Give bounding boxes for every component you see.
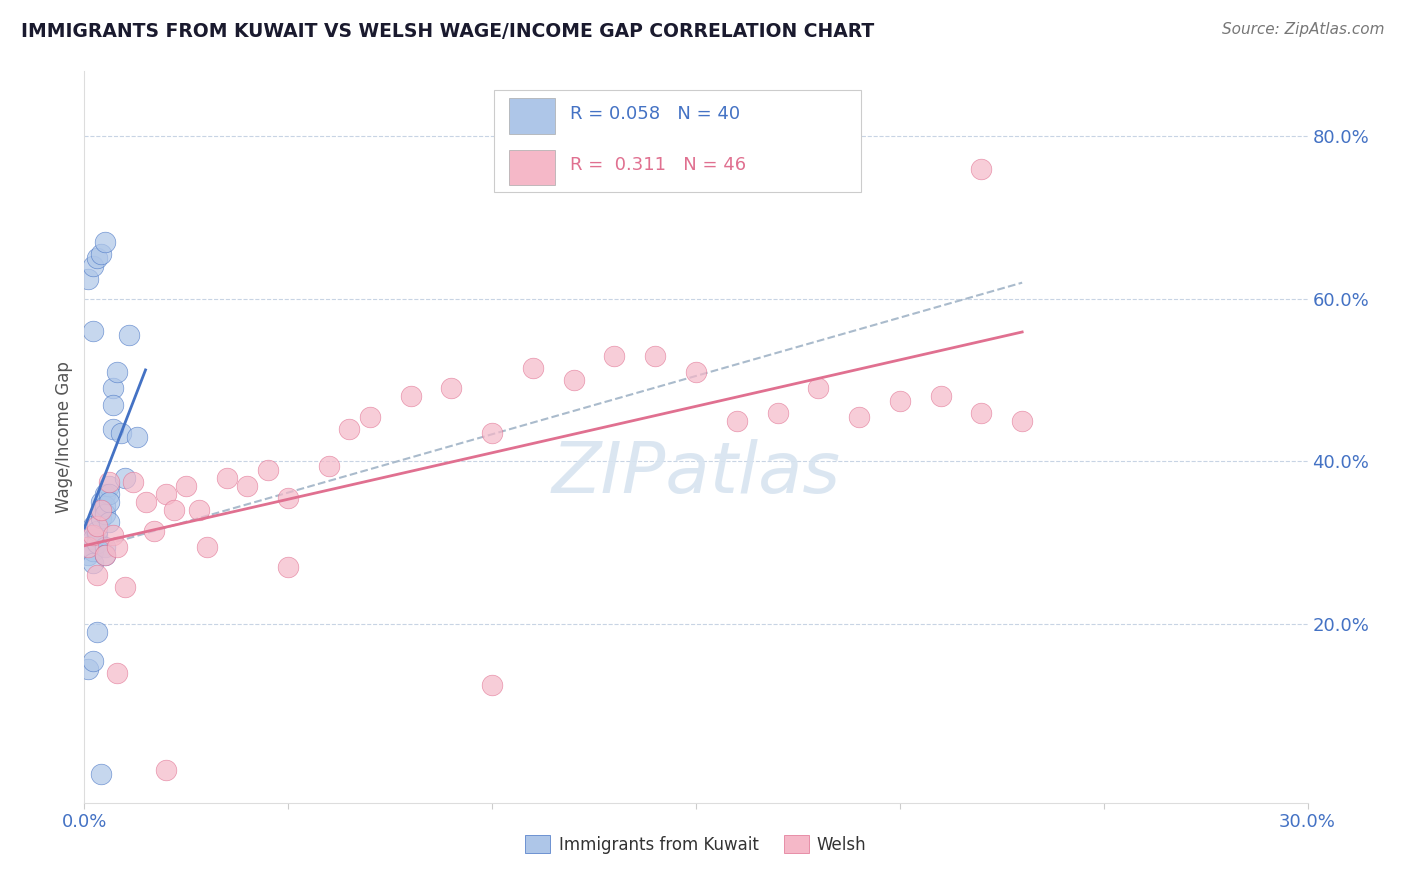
Point bbox=[217, 471, 239, 485]
Point bbox=[93, 235, 115, 249]
Point bbox=[93, 487, 115, 501]
Point bbox=[105, 365, 128, 379]
Point bbox=[86, 252, 108, 266]
Legend: Immigrants from Kuwait, Welsh: Immigrants from Kuwait, Welsh bbox=[519, 829, 873, 860]
Point bbox=[77, 540, 100, 554]
Text: R =  0.311   N = 46: R = 0.311 N = 46 bbox=[569, 156, 747, 174]
Point bbox=[481, 678, 503, 692]
Point bbox=[644, 349, 666, 363]
Point bbox=[82, 260, 104, 274]
Point bbox=[127, 430, 149, 444]
Point bbox=[82, 532, 104, 546]
Point bbox=[187, 503, 209, 517]
Point bbox=[195, 540, 218, 554]
Point bbox=[101, 381, 124, 395]
Point bbox=[90, 503, 112, 517]
Point bbox=[118, 328, 141, 343]
Point bbox=[481, 425, 503, 440]
Point bbox=[163, 503, 186, 517]
Point bbox=[82, 519, 104, 533]
Point bbox=[766, 406, 789, 420]
Text: IMMIGRANTS FROM KUWAIT VS WELSH WAGE/INCOME GAP CORRELATION CHART: IMMIGRANTS FROM KUWAIT VS WELSH WAGE/INC… bbox=[21, 22, 875, 41]
Point bbox=[522, 361, 544, 376]
Point bbox=[155, 764, 177, 778]
Point bbox=[82, 544, 104, 558]
Point bbox=[97, 516, 120, 530]
Point bbox=[97, 487, 120, 501]
Point bbox=[848, 409, 870, 424]
Point bbox=[105, 540, 128, 554]
Point bbox=[114, 471, 136, 485]
Point bbox=[93, 548, 115, 562]
Point bbox=[1011, 414, 1033, 428]
FancyBboxPatch shape bbox=[494, 90, 860, 192]
Point bbox=[105, 665, 128, 680]
Point bbox=[97, 479, 120, 493]
Point bbox=[110, 425, 132, 440]
Point bbox=[93, 499, 115, 513]
Point bbox=[90, 511, 112, 525]
FancyBboxPatch shape bbox=[509, 98, 555, 134]
Point bbox=[101, 422, 124, 436]
Point bbox=[97, 495, 120, 509]
Point bbox=[725, 414, 748, 428]
Point bbox=[93, 508, 115, 522]
Point bbox=[929, 389, 952, 403]
Point bbox=[807, 381, 830, 395]
Point bbox=[114, 581, 136, 595]
Point bbox=[440, 381, 463, 395]
Point bbox=[277, 560, 299, 574]
Point bbox=[135, 495, 157, 509]
Point bbox=[90, 503, 112, 517]
Y-axis label: Wage/Income Gap: Wage/Income Gap bbox=[55, 361, 73, 513]
Point bbox=[86, 527, 108, 541]
Point bbox=[82, 654, 104, 668]
Point bbox=[90, 247, 112, 261]
Point bbox=[82, 556, 104, 570]
Point bbox=[77, 540, 100, 554]
Point bbox=[399, 389, 422, 403]
Point bbox=[236, 479, 259, 493]
Point bbox=[86, 625, 108, 640]
Point bbox=[86, 519, 108, 533]
Point bbox=[257, 462, 280, 476]
Text: ZIPatlas: ZIPatlas bbox=[551, 439, 841, 508]
Text: R = 0.058   N = 40: R = 0.058 N = 40 bbox=[569, 104, 740, 123]
Point bbox=[603, 349, 626, 363]
Point bbox=[685, 365, 707, 379]
Point bbox=[155, 487, 177, 501]
Text: Source: ZipAtlas.com: Source: ZipAtlas.com bbox=[1222, 22, 1385, 37]
Point bbox=[174, 479, 197, 493]
Point bbox=[318, 458, 340, 473]
Point bbox=[90, 767, 112, 781]
Point bbox=[97, 475, 120, 489]
Point bbox=[93, 540, 115, 554]
Point bbox=[101, 398, 124, 412]
Point bbox=[889, 393, 911, 408]
Point bbox=[82, 325, 104, 339]
Point bbox=[562, 373, 585, 387]
Point bbox=[277, 491, 299, 505]
Point bbox=[93, 548, 115, 562]
Point bbox=[90, 495, 112, 509]
Point bbox=[77, 532, 100, 546]
Point bbox=[359, 409, 381, 424]
Point bbox=[82, 527, 104, 541]
Point bbox=[142, 524, 165, 538]
Point bbox=[77, 548, 100, 562]
Point bbox=[86, 568, 108, 582]
Point bbox=[101, 527, 124, 541]
Point bbox=[970, 406, 993, 420]
Point bbox=[122, 475, 145, 489]
Point bbox=[77, 271, 100, 285]
FancyBboxPatch shape bbox=[509, 150, 555, 185]
Point bbox=[86, 535, 108, 549]
Point bbox=[77, 662, 100, 676]
Point bbox=[970, 161, 993, 176]
Point bbox=[339, 422, 361, 436]
Point bbox=[86, 524, 108, 538]
